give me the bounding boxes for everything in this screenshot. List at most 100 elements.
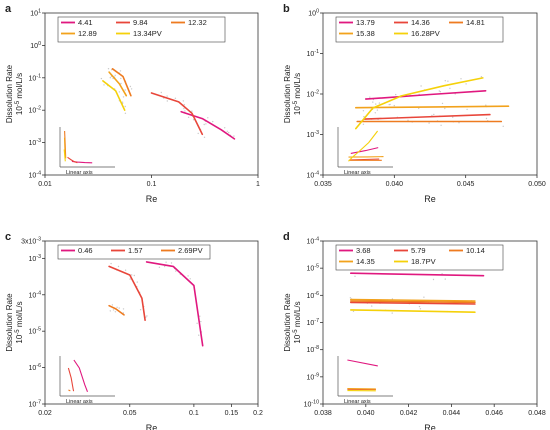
x-tick-label: 0.15: [225, 410, 239, 417]
scatter-point: [372, 101, 374, 103]
scatter-point: [184, 110, 186, 112]
scatter-point: [376, 109, 379, 111]
series-line: [102, 80, 126, 111]
scatter-point: [433, 113, 435, 116]
inset-series-line: [67, 156, 78, 164]
scatter-point: [419, 308, 422, 310]
y-tick-label: 10-8: [307, 345, 320, 354]
scatter-point: [431, 114, 433, 117]
scatter-point: [480, 76, 483, 78]
scatter-point: [196, 322, 198, 324]
legend-label: 9.84: [133, 18, 148, 27]
scatter-point: [485, 104, 487, 106]
y-tick-label: 10-6: [307, 291, 320, 300]
series-line: [350, 272, 485, 277]
x-axis-label: Re: [146, 194, 158, 204]
series-line: [150, 92, 204, 136]
scatter-point: [187, 275, 189, 277]
scatter-point: [502, 125, 504, 128]
legend-label: 2.69PV: [178, 246, 203, 255]
linear-axis-inset: Linear axis: [59, 127, 115, 176]
legend-label: 10.14: [466, 246, 485, 255]
series-line: [355, 77, 484, 130]
scatter-point: [226, 130, 228, 132]
legend-label: 15.38: [356, 29, 375, 38]
scatter-point: [393, 104, 395, 107]
inset-series-line: [68, 389, 71, 392]
series-line: [108, 265, 146, 321]
legend-label: 13.79: [356, 18, 375, 27]
scatter-point: [423, 296, 425, 298]
scatter-point: [228, 131, 230, 134]
scatter-point: [110, 262, 112, 265]
panel-letter: b: [283, 3, 290, 15]
scatter-point: [197, 132, 199, 135]
scatter-point: [146, 315, 148, 317]
scatter-point: [420, 85, 422, 87]
scatter-point: [130, 88, 133, 90]
scatter-point: [362, 123, 365, 126]
scatter-point: [200, 320, 202, 323]
x-tick-label: 0.042: [400, 410, 418, 417]
scatter-point: [114, 311, 117, 313]
scatter-point: [233, 135, 235, 137]
y-tick-label: 10-3: [307, 130, 320, 139]
y-tick-label: 10-5: [307, 264, 320, 273]
scatter-point: [183, 107, 185, 110]
inset-series-line: [348, 130, 379, 162]
legend: 4.41 9.84 12.32 12.89 13.34PV: [57, 16, 226, 43]
scatter-point: [187, 116, 190, 119]
legend: 3.68 5.79 10.14 14.35 18.7PV: [335, 244, 504, 271]
x-tick-label: 0.05: [123, 410, 137, 417]
scatter-point: [139, 309, 142, 311]
panel-letter: a: [5, 3, 12, 15]
y-tick-label: 101: [30, 9, 41, 18]
linear-axis-inset: Linear axis: [59, 356, 115, 405]
scatter-point: [164, 265, 166, 268]
scatter-point: [203, 123, 205, 126]
scatter-point: [465, 83, 467, 85]
scatter-point: [165, 261, 167, 263]
x-tick-label: 0.035: [314, 181, 332, 188]
panel-letter: d: [283, 231, 290, 243]
y-axis-label: Dissolution Rate10-5 mol/L/s: [283, 64, 302, 123]
series-group: [102, 68, 236, 140]
scatter-point: [122, 96, 125, 98]
scatter-point: [438, 90, 440, 92]
scatter-point: [117, 265, 120, 268]
scatter-point: [432, 278, 435, 281]
legend-label: 16.28PV: [411, 29, 440, 38]
scatter-point: [418, 305, 421, 308]
scatter-point: [166, 100, 168, 102]
series-line: [180, 110, 236, 140]
scatter-point: [440, 124, 442, 127]
scatter-point: [119, 70, 122, 72]
scatter-point: [121, 101, 124, 103]
scatter-point: [109, 310, 112, 312]
x-tick-label: 0.045: [457, 181, 475, 188]
x-tick-label: 0.01: [38, 181, 52, 188]
legend-label: 12.32: [188, 18, 207, 27]
scatter-point: [118, 91, 121, 93]
scatter-point: [441, 102, 444, 105]
scatter-point: [124, 112, 127, 115]
scatter-point: [158, 266, 161, 268]
scatter-point: [388, 104, 390, 106]
series-line: [111, 68, 132, 97]
x-tick-label: 0.050: [528, 181, 546, 188]
series-line: [365, 90, 487, 100]
x-tick-label: 0.048: [528, 410, 546, 417]
scatter-point: [391, 312, 393, 314]
legend: 0.46 1.57 2.69PV: [57, 244, 211, 260]
linear-axis-inset: Linear axis: [337, 356, 393, 405]
scatter-point: [182, 100, 184, 102]
legend: 13.79 14.36 14.81 15.38 16.28PV: [335, 16, 504, 43]
scatter-point: [485, 117, 488, 120]
series-line: [108, 71, 128, 97]
y-tick-label: 10-4: [29, 171, 42, 180]
y-tick-label: 100: [30, 41, 41, 50]
x-tick-label: 0.046: [485, 410, 503, 417]
panel-letter: c: [5, 231, 11, 243]
y-tick-label: 10-5: [29, 327, 42, 336]
y-tick-label: 10-10: [304, 400, 319, 409]
